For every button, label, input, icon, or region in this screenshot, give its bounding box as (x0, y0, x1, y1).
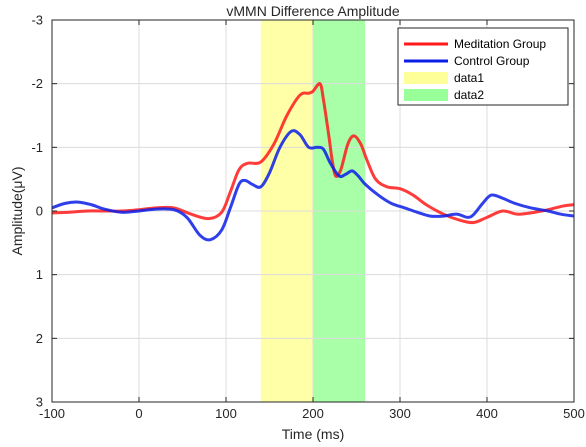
legend-swatch-data1 (404, 72, 448, 84)
x-tick-label: 500 (563, 406, 585, 421)
y-axis-title: Amplitude(μV) (9, 167, 25, 256)
y-tick-label: -1 (31, 140, 43, 155)
series-line-control-group (52, 129, 574, 242)
x-tick-label: 400 (476, 406, 498, 421)
x-axis-title: Time (ms) (282, 426, 344, 442)
y-tick-label: 1 (36, 267, 43, 282)
legend: Meditation Group Control Group data1 data2 (397, 27, 569, 106)
chart-title: vMMN Difference Amplitude (226, 3, 399, 19)
x-tick-label: 200 (302, 406, 324, 421)
y-tick-label: -2 (31, 76, 43, 91)
legend-label-meditation-group: Meditation Group (454, 37, 546, 51)
legend-label-control-group: Control Group (454, 54, 530, 68)
y-tick-label: 3 (36, 395, 43, 410)
y-tick-label: -3 (31, 13, 43, 28)
y-tick-label: 0 (36, 204, 43, 219)
legend-swatch-data2 (404, 89, 448, 101)
x-tick-label: -100 (39, 406, 65, 421)
legend-label-data1: data1 (454, 71, 484, 85)
legend-label-data2: data2 (454, 88, 484, 102)
x-tick-label: 0 (135, 406, 142, 421)
axis-ticks: -100 0 100 200 300 400 500 -3 -2 -1 0 1 2 3 (31, 13, 584, 422)
y-tick-label: 2 (36, 331, 43, 346)
x-tick-label: 300 (389, 406, 411, 421)
series-line-meditation-group (52, 82, 574, 225)
x-tick-label: 100 (215, 406, 237, 421)
series-lines (52, 82, 574, 242)
